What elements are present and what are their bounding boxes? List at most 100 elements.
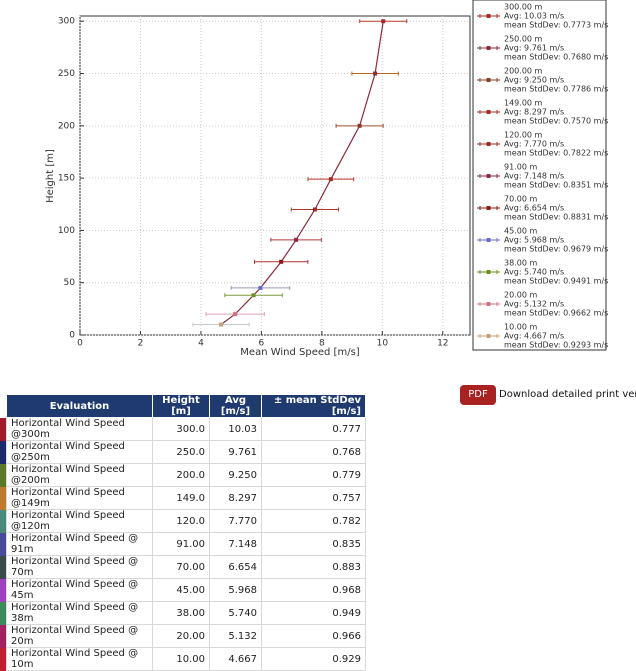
legend-marker: [486, 270, 491, 274]
pdf-button[interactable]: PDF: [460, 385, 496, 405]
legend-label: 38.00 m: [504, 259, 537, 268]
row-swatch: [0, 555, 7, 579]
x-tick-label: 12: [437, 339, 448, 349]
legend-label: 120.00 m: [504, 131, 543, 140]
legend-box: [472, 0, 607, 351]
legend-avg: Avg: 5.968 m/s: [504, 236, 564, 245]
x-tick-label: 8: [319, 339, 325, 349]
legend-label: 70.00 m: [504, 195, 537, 204]
evaluation-cell: Horizontal Wind Speed @ 20m: [6, 624, 153, 648]
data-point: [258, 285, 263, 290]
x-tick-label: 4: [198, 339, 204, 349]
column-header: Evaluation: [6, 394, 153, 418]
x-tick-label: 2: [138, 339, 144, 349]
data-point: [373, 71, 378, 76]
value-cell: 70.00: [152, 555, 210, 579]
legend-std: mean StdDev: 0.8351 m/s: [504, 181, 608, 190]
column-header: ± mean StdDev [m/s]: [261, 394, 366, 418]
value-cell: 91.00: [152, 532, 210, 556]
legend-marker: [486, 302, 491, 306]
legend-label: 149.00 m: [504, 99, 543, 108]
y-tick-label: 200: [58, 121, 75, 131]
value-cell: 0.782: [261, 509, 366, 533]
data-point: [294, 237, 299, 242]
y-tick-label: 0: [69, 331, 75, 341]
legend-marker: [486, 174, 491, 178]
column-header: Height [m]: [152, 394, 210, 418]
legend-label: 91.00 m: [504, 163, 537, 172]
legend-avg: Avg: 7.770 m/s: [504, 140, 564, 149]
value-cell: 0.779: [261, 463, 366, 487]
download-link[interactable]: Download detailed print version: [499, 389, 636, 400]
y-tick-label: 300: [58, 17, 75, 27]
value-cell: 9.250: [209, 463, 262, 487]
legend-std: mean StdDev: 0.9662 m/s: [504, 309, 608, 318]
data-point: [328, 177, 333, 182]
data-point: [219, 322, 224, 327]
row-swatch: [0, 486, 7, 510]
legend-marker: [486, 78, 491, 82]
value-cell: 8.297: [209, 486, 262, 510]
evaluation-cell: Horizontal Wind Speed @ 45m: [6, 578, 153, 602]
legend-avg: Avg: 9.761 m/s: [504, 44, 564, 53]
legend-std: mean StdDev: 0.8831 m/s: [504, 213, 608, 222]
data-point: [357, 123, 362, 128]
value-cell: 20.00: [152, 624, 210, 648]
x-tick-label: 0: [77, 339, 83, 349]
value-cell: 0.757: [261, 486, 366, 510]
legend-marker: [486, 142, 491, 146]
legend-std: mean StdDev: 0.7786 m/s: [504, 85, 608, 94]
table-row: Horizontal Wind Speed @200m 200.0 9.250 0.7…: [0, 463, 366, 487]
value-cell: 45.00: [152, 578, 210, 602]
table-row: Horizontal Wind Speed @ 91m 91.00 7.148 0.8…: [0, 532, 366, 556]
table-row: Horizontal Wind Speed @250m 250.0 9.761 0.7…: [0, 440, 366, 464]
table-row: Horizontal Wind Speed @149m 149.0 8.297 0.7…: [0, 486, 366, 510]
data-point: [279, 259, 284, 264]
value-cell: 10.03: [209, 417, 262, 441]
value-cell: 5.740: [209, 601, 262, 625]
legend-std: mean StdDev: 0.9491 m/s: [504, 277, 608, 286]
legend-marker: [486, 46, 491, 50]
legend-marker: [486, 334, 491, 338]
value-cell: 0.768: [261, 440, 366, 464]
evaluation-cell: Horizontal Wind Speed @149m: [6, 486, 153, 510]
legend-marker: [486, 238, 491, 242]
legend-marker: [486, 14, 491, 18]
evaluation-cell: Horizontal Wind Speed @ 70m: [6, 555, 153, 579]
results-table: Evaluation Height [m] Avg [m/s] ± mean StdD…: [0, 394, 366, 671]
value-cell: 7.148: [209, 532, 262, 556]
legend-label: 45.00 m: [504, 227, 537, 236]
table-row: Horizontal Wind Speed @ 38m 38.00 5.740 0.9…: [0, 601, 366, 625]
value-cell: 149.0: [152, 486, 210, 510]
legend-std: mean StdDev: 0.7822 m/s: [504, 149, 608, 158]
table-row: Horizontal Wind Speed @ 45m 45.00 5.968 0.9…: [0, 578, 366, 602]
legend-std: mean StdDev: 0.7680 m/s: [504, 53, 608, 62]
data-point: [251, 293, 256, 298]
value-cell: 10.00: [152, 647, 210, 671]
plot-area: [79, 15, 471, 336]
value-cell: 38.00: [152, 601, 210, 625]
evaluation-cell: Horizontal Wind Speed @300m: [6, 417, 153, 441]
legend-std: mean StdDev: 0.7773 m/s: [504, 21, 608, 30]
legend-marker: [486, 110, 491, 114]
value-cell: 120.0: [152, 509, 210, 533]
legend-avg: Avg: 9.250 m/s: [504, 76, 564, 85]
y-tick-label: 100: [58, 226, 75, 236]
value-cell: 0.777: [261, 417, 366, 441]
table-row: Horizontal Wind Speed @120m 120.0 7.770 0.7…: [0, 509, 366, 533]
legend-avg: Avg: 5.740 m/s: [504, 268, 564, 277]
value-cell: 0.835: [261, 532, 366, 556]
table-row: Horizontal Wind Speed @ 10m 10.00 4.667 0.9…: [0, 647, 366, 671]
value-cell: 4.667: [209, 647, 262, 671]
value-cell: 0.883: [261, 555, 366, 579]
y-tick-label: 50: [64, 278, 76, 288]
data-point: [312, 207, 317, 212]
chart: Mean Wind Speed [m/s] Height [m] 0 2 4 6 8 10…: [45, 0, 608, 358]
value-cell: 300.0: [152, 417, 210, 441]
value-cell: 0.968: [261, 578, 366, 602]
legend-label: 300.00 m: [504, 3, 543, 12]
y-tick-label: 150: [58, 174, 75, 184]
legend-std: mean StdDev: 0.9679 m/s: [504, 245, 608, 254]
legend-label: 250.00 m: [504, 35, 543, 44]
